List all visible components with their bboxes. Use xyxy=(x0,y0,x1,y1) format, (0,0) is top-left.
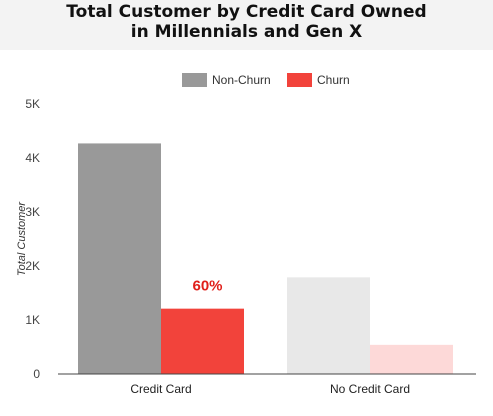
bar-churn-no-credit-card xyxy=(370,344,453,374)
bar-chart: 0 1K 2K 3K 4K 5K Total Customer 60% Credit Card N… xyxy=(16,73,476,396)
legend-swatch-churn xyxy=(287,73,312,87)
y-tick-label: 2K xyxy=(25,259,40,273)
annotation-label: 60% xyxy=(192,278,222,295)
y-tick-label: 3K xyxy=(25,205,40,219)
y-tick-label: 4K xyxy=(25,151,40,165)
bar-non-churn-no-credit-card xyxy=(287,277,370,374)
x-tick-label: Credit Card xyxy=(130,382,191,396)
y-axis-label: Total Customer xyxy=(16,201,28,277)
chart-panel: 0 1K 2K 3K 4K 5K Total Customer 60% Credit Card N… xyxy=(0,50,493,416)
x-tick-label: No Credit Card xyxy=(330,382,410,396)
bar-churn-credit-card xyxy=(161,308,244,374)
legend-swatch-non-churn xyxy=(182,73,207,87)
legend-label-non-churn: Non-Churn xyxy=(212,73,271,87)
y-tick-label: 0 xyxy=(33,367,40,381)
bar-non-churn-credit-card xyxy=(78,143,161,374)
legend-label-churn: Churn xyxy=(317,73,350,87)
chart-title-line-2: in Millennials and Gen X xyxy=(130,22,363,42)
y-tick-label: 1K xyxy=(25,313,40,327)
y-tick-label: 5K xyxy=(25,97,40,111)
chart-title-line-1: Total Customer by Credit Card Owned xyxy=(66,2,427,22)
